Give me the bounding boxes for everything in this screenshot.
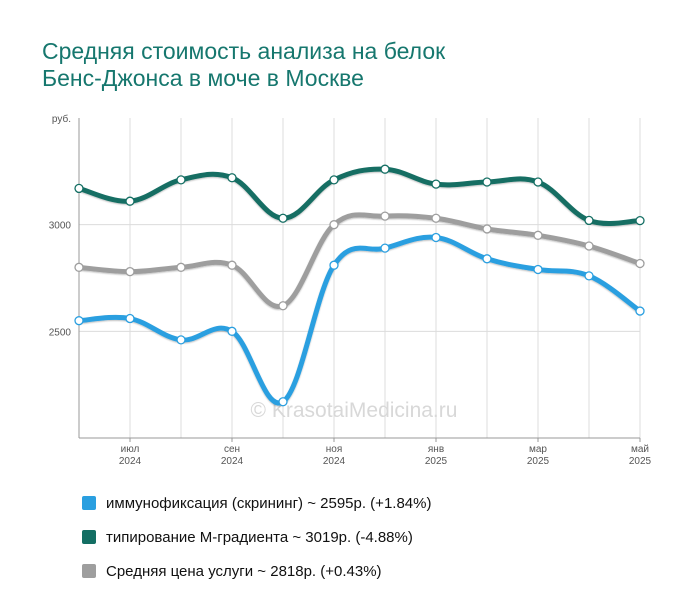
x-tick-label-year: 2025	[527, 456, 550, 467]
legend-swatch	[82, 564, 96, 578]
data-point	[74, 262, 84, 272]
data-point	[482, 254, 492, 264]
data-point	[584, 241, 594, 251]
data-point	[278, 397, 288, 407]
data-point	[431, 213, 441, 223]
y-tick-label: 2500	[49, 327, 72, 338]
data-point	[380, 211, 390, 221]
axes: 25003000руб.июл2024сен2024ноя2024янв2025…	[49, 113, 652, 467]
legend-item[interactable]: Средняя цена услуги ~ 2818р. (+0.43%)	[82, 554, 431, 588]
data-point	[125, 313, 135, 324]
data-point	[431, 179, 441, 189]
x-tick-label-year: 2024	[221, 456, 244, 467]
series-3	[74, 211, 645, 311]
data-point	[278, 301, 288, 311]
data-point	[482, 177, 492, 187]
legend-item[interactable]: иммунофиксация (скрининг) ~ 2595р. (+1.8…	[82, 486, 431, 520]
x-tick-label-month: май	[631, 444, 649, 455]
data-point	[125, 196, 135, 206]
data-point	[227, 173, 237, 183]
x-tick-label-year: 2025	[629, 456, 652, 467]
legend-label: Средняя цена услуги ~ 2818р. (+0.43%)	[106, 562, 382, 580]
y-tick-label: 3000	[49, 221, 72, 232]
data-point	[584, 271, 594, 281]
legend-swatch	[82, 530, 96, 544]
series-line	[76, 234, 643, 406]
data-point	[329, 175, 339, 185]
data-point	[176, 175, 186, 185]
data-point	[125, 266, 135, 277]
data-point	[635, 258, 645, 269]
series-1	[74, 232, 645, 407]
chart-title-line-1: Средняя стоимость анализа на белок	[42, 38, 446, 64]
data-point	[278, 213, 288, 223]
x-tick-label-month: янв	[428, 444, 444, 455]
data-point	[635, 215, 645, 226]
x-tick-label-month: мар	[529, 444, 547, 455]
x-tick-label-year: 2025	[425, 456, 448, 467]
series-line	[76, 212, 643, 310]
x-tick-label-month: июл	[121, 444, 140, 455]
data-point	[380, 164, 390, 174]
data-point	[176, 335, 186, 345]
data-point	[227, 326, 237, 336]
data-point	[533, 177, 543, 187]
data-point	[584, 215, 594, 226]
watermark: © KrasotaiMedicina.ru	[251, 399, 458, 422]
legend: иммунофиксация (скрининг) ~ 2595р. (+1.8…	[82, 486, 431, 588]
legend-swatch	[82, 496, 96, 510]
y-axis-label: руб.	[52, 113, 71, 125]
legend-label: типирование М-градиента ~ 3019р. (-4.88%…	[106, 528, 413, 546]
legend-item[interactable]: типирование М-градиента ~ 3019р. (-4.88%…	[82, 520, 431, 554]
x-tick-label-year: 2024	[119, 456, 142, 467]
data-point	[329, 220, 339, 230]
data-point	[176, 262, 186, 272]
data-point	[227, 260, 237, 270]
data-point	[482, 224, 492, 234]
x-tick-label-month: сен	[224, 444, 240, 455]
data-point	[380, 243, 390, 253]
data-point	[533, 264, 543, 275]
series	[74, 164, 645, 407]
data-point	[533, 230, 543, 240]
chart-title: Средняя стоимость анализа на белок Бенс-…	[42, 38, 662, 92]
chart-title-line-2: Бенс-Джонса в моче в Москве	[42, 65, 364, 91]
x-tick-label-month: ноя	[326, 444, 343, 455]
data-point	[74, 316, 84, 326]
data-point	[431, 232, 441, 243]
data-point	[329, 260, 339, 270]
grid	[78, 118, 641, 438]
series-2	[74, 164, 645, 227]
x-tick-label-year: 2024	[323, 456, 346, 467]
data-point	[74, 183, 84, 194]
legend-label: иммунофиксация (скрининг) ~ 2595р. (+1.8…	[106, 494, 432, 512]
data-point	[635, 306, 645, 316]
